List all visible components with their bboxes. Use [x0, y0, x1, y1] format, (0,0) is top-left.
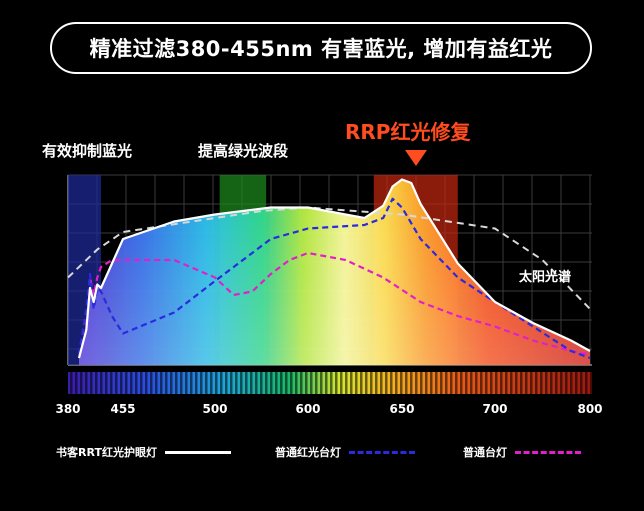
legend-rrt-label: 书客RRT红光护眼灯: [56, 446, 157, 459]
x-tick-label: 380: [55, 402, 81, 416]
x-tick-label: 700: [482, 402, 508, 416]
rrp-band-label: RRP红光修复: [345, 120, 471, 144]
green-band-label: 提高绿光波段: [198, 142, 289, 160]
legend-normal-lamp-swatch: [515, 450, 581, 454]
rrt-spectrum-glow: [79, 179, 590, 365]
headline-banner: 精准过滤380-455nm 有害蓝光, 增加有益红光: [50, 22, 592, 74]
x-tick-label: 800: [577, 402, 603, 416]
legend-rrt-swatch: [164, 450, 231, 454]
legend-red-lamp: 普通红光台灯: [275, 444, 415, 460]
x-tick-label: 650: [389, 402, 415, 416]
sun-spectrum-label: 太阳光谱: [519, 270, 572, 285]
x-tick-label: 600: [295, 402, 321, 416]
rrt-lamp-line: [77, 178, 591, 359]
headline-text: 精准过滤380-455nm 有害蓝光, 增加有益红光: [89, 37, 553, 61]
x-tick-label: 500: [202, 402, 228, 416]
legend-red-lamp-swatch: [349, 450, 415, 454]
blue-band-label: 有效抑制蓝光: [42, 142, 133, 160]
rrp-pointer-arrow-icon: [405, 150, 427, 166]
legend-rrt: 书客RRT红光护眼灯: [56, 444, 231, 460]
legend-red-lamp-label: 普通红光台灯: [275, 446, 341, 459]
wavelength-bar-stripes: [68, 372, 592, 394]
normal-lamp-line: [77, 251, 591, 356]
legend-normal-lamp: 普通台灯: [463, 444, 581, 460]
legend-normal-lamp-label: 普通台灯: [463, 446, 507, 459]
x-tick-label: 455: [110, 402, 136, 416]
